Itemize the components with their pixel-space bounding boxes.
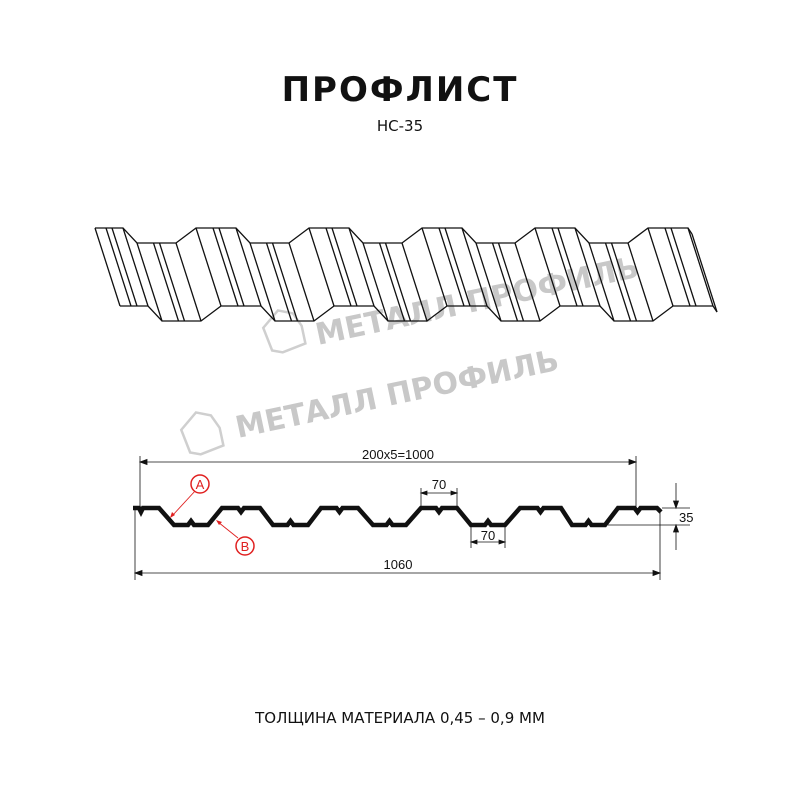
sheet-fold-line xyxy=(588,242,615,322)
sheet-rib-line xyxy=(604,242,632,322)
sheet-fold-line xyxy=(401,242,428,322)
sheet-fold-line xyxy=(136,242,163,322)
sheet-fold-line xyxy=(235,227,262,307)
sheet-fold-line xyxy=(122,227,149,307)
watermark-text-lower: МЕТАЛЛ ПРОФИЛЬ xyxy=(232,343,562,446)
sheet-fold-line xyxy=(348,227,375,307)
sheet-fold-line xyxy=(687,227,714,307)
sheet-top-edge xyxy=(95,227,693,244)
cross-section: 200x5=1000 1060 70 70 35 A B xyxy=(133,447,693,580)
sheet-rib-line xyxy=(670,227,697,307)
sheet-fold-line xyxy=(421,227,448,307)
sheet-rib-line xyxy=(271,242,299,322)
marker-a: A xyxy=(170,474,210,518)
watermark-logo-upper xyxy=(261,309,307,354)
sheet-rib-line xyxy=(218,227,245,307)
sheet-fold-line xyxy=(574,227,601,307)
sheet-fold-line xyxy=(461,227,488,307)
watermark-logo-lower xyxy=(179,411,225,456)
sheet-fold-line xyxy=(94,227,121,307)
marker-b-label: B xyxy=(241,539,250,554)
sheet-fold-line xyxy=(175,242,202,322)
sheet-rib-line xyxy=(551,227,578,307)
dim-label-top-flange: 70 xyxy=(432,477,446,492)
sheet-fold-line xyxy=(691,233,718,313)
sheet-fold-line xyxy=(534,227,561,307)
model-subtitle: НС-35 xyxy=(376,117,424,135)
sheet-rib-line xyxy=(158,242,186,322)
sheet-3d-view xyxy=(94,227,718,322)
dim-label-bottom-flange: 70 xyxy=(481,528,495,543)
sheet-fold-line xyxy=(362,242,389,322)
sheet-rib-line xyxy=(378,242,406,322)
sheet-rib-line xyxy=(664,227,691,307)
sheet-rib-line xyxy=(438,227,465,307)
sheet-rib-line xyxy=(152,242,180,322)
marker-a-label: A xyxy=(196,477,205,492)
sheet-rib-line xyxy=(265,242,293,322)
sheet-rib-line xyxy=(557,227,584,307)
sheet-rib-line xyxy=(610,242,638,322)
sheet-rib-line xyxy=(212,227,239,307)
dim-label-height: 35 xyxy=(679,510,693,525)
dim-label-overall: 1060 xyxy=(384,557,413,572)
sheet-rib-line xyxy=(105,227,132,307)
page-title: ПРОФЛИСТ xyxy=(281,70,519,110)
sheet-fold-line xyxy=(288,242,315,322)
sheet-fold-line xyxy=(475,242,502,322)
sheet-fold-line xyxy=(647,227,674,307)
sheet-fold-line xyxy=(195,227,222,307)
sheet-fold-line xyxy=(308,227,335,307)
watermark-text-upper: МЕТАЛЛ ПРОФИЛЬ xyxy=(312,250,642,353)
material-thickness-note: ТОЛЩИНА МАТЕРИАЛА 0,45 – 0,9 ММ xyxy=(255,709,545,727)
sheet-rib-line xyxy=(325,227,352,307)
sheet-rib-line xyxy=(384,242,412,322)
sheet-rib-line xyxy=(491,242,519,322)
dim-label-pitch: 200x5=1000 xyxy=(362,447,434,462)
sheet-rib-line xyxy=(111,227,138,307)
sheet-fold-line xyxy=(514,242,541,322)
sheet-rib-line xyxy=(331,227,358,307)
sheet-fold-line xyxy=(627,242,654,322)
sheet-rib-line xyxy=(497,242,525,322)
sheet-fold-line xyxy=(249,242,276,322)
section-profile-line xyxy=(133,505,663,528)
marker-b: B xyxy=(216,520,255,556)
sheet-rib-line xyxy=(444,227,471,307)
